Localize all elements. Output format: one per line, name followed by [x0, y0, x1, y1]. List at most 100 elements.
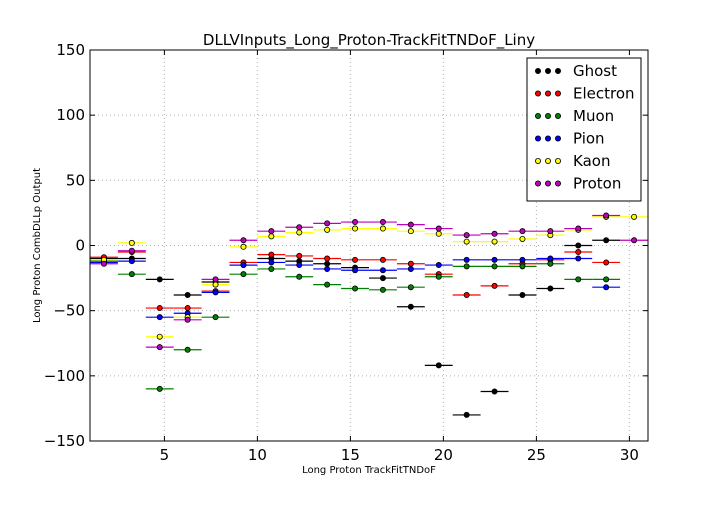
- legend-label: Pion: [573, 130, 605, 148]
- data-point: [352, 225, 359, 232]
- data-point: [352, 285, 359, 292]
- legend-marker: [545, 135, 552, 142]
- data-point: [184, 346, 191, 353]
- data-point: [268, 265, 275, 272]
- data-point: [603, 212, 610, 219]
- data-point: [491, 230, 498, 237]
- data-point: [156, 314, 163, 321]
- data-point: [379, 256, 386, 263]
- y-tick-label: −150: [44, 432, 85, 450]
- data-point: [324, 260, 331, 267]
- data-point: [240, 271, 247, 278]
- legend-marker: [535, 90, 542, 97]
- legend-marker: [535, 135, 542, 142]
- legend-marker: [545, 68, 552, 75]
- data-point: [547, 285, 554, 292]
- data-point: [156, 276, 163, 283]
- data-point: [575, 276, 582, 283]
- data-point: [324, 226, 331, 233]
- y-tick-label: −100: [44, 367, 85, 385]
- data-point: [463, 256, 470, 263]
- data-point: [240, 262, 247, 269]
- legend-marker: [555, 90, 562, 97]
- data-point: [212, 281, 219, 288]
- data-point: [603, 237, 610, 244]
- legend-label: Ghost: [573, 62, 617, 80]
- data-point: [463, 232, 470, 239]
- y-axis-label: Long Proton CombDLLp Output: [32, 168, 43, 323]
- data-point: [435, 225, 442, 232]
- data-point: [379, 219, 386, 226]
- y-tick-label: 50: [66, 171, 85, 189]
- x-tick-label: 10: [248, 446, 267, 464]
- data-point: [435, 262, 442, 269]
- data-point: [575, 242, 582, 249]
- data-point: [240, 237, 247, 244]
- x-tick-label: 15: [341, 446, 360, 464]
- data-point: [547, 255, 554, 262]
- data-point: [547, 260, 554, 267]
- data-point: [519, 228, 526, 235]
- data-point: [407, 265, 414, 272]
- data-point: [128, 271, 135, 278]
- data-point: [603, 284, 610, 291]
- data-point: [296, 229, 303, 236]
- legend-marker: [545, 180, 552, 187]
- legend-label: Muon: [573, 107, 614, 125]
- data-point: [379, 275, 386, 282]
- data-point: [519, 256, 526, 263]
- data-point: [407, 260, 414, 267]
- y-tick-label: −50: [53, 302, 85, 320]
- x-axis-label: Long Proton TrackFitTNDoF: [302, 465, 436, 476]
- data-point: [296, 224, 303, 231]
- data-point: [463, 238, 470, 245]
- data-point: [435, 230, 442, 237]
- data-point: [156, 344, 163, 351]
- x-tick-label: 5: [160, 446, 170, 464]
- data-point: [603, 276, 610, 283]
- legend-marker: [545, 90, 552, 97]
- data-point: [631, 237, 638, 244]
- data-point: [491, 263, 498, 270]
- legend-marker: [535, 157, 542, 164]
- data-point: [324, 281, 331, 288]
- data-point: [324, 255, 331, 262]
- data-point: [379, 286, 386, 293]
- data-point: [575, 255, 582, 262]
- data-point: [463, 263, 470, 270]
- legend-box: [526, 57, 642, 202]
- data-point: [463, 411, 470, 418]
- x-tick-label: 30: [620, 446, 639, 464]
- data-point: [435, 362, 442, 369]
- legend-marker: [555, 135, 562, 142]
- data-point: [407, 228, 414, 235]
- chart-title: DLLVInputs_Long_Proton-TrackFitTNDoF_Lin…: [203, 31, 535, 50]
- data-point: [407, 221, 414, 228]
- legend-label: Proton: [573, 175, 621, 193]
- data-point: [352, 267, 359, 274]
- data-point: [296, 262, 303, 269]
- data-point: [491, 256, 498, 263]
- data-point: [268, 228, 275, 235]
- legend-marker: [555, 157, 562, 164]
- data-point: [268, 233, 275, 240]
- legend-marker: [535, 68, 542, 75]
- data-point: [296, 252, 303, 259]
- data-point: [184, 305, 191, 312]
- data-point: [519, 235, 526, 242]
- data-point: [379, 267, 386, 274]
- series-proton: [90, 212, 648, 351]
- legend-marker: [555, 68, 562, 75]
- data-point: [100, 260, 107, 267]
- data-point: [575, 249, 582, 256]
- legend: Ghost Electron Muon Pion Kaon Proton: [526, 57, 642, 202]
- data-point: [212, 314, 219, 321]
- data-point: [128, 258, 135, 265]
- data-point: [156, 385, 163, 392]
- data-point: [184, 292, 191, 299]
- legend-marker: [535, 180, 542, 187]
- data-point: [407, 303, 414, 310]
- legend-marker: [535, 113, 542, 120]
